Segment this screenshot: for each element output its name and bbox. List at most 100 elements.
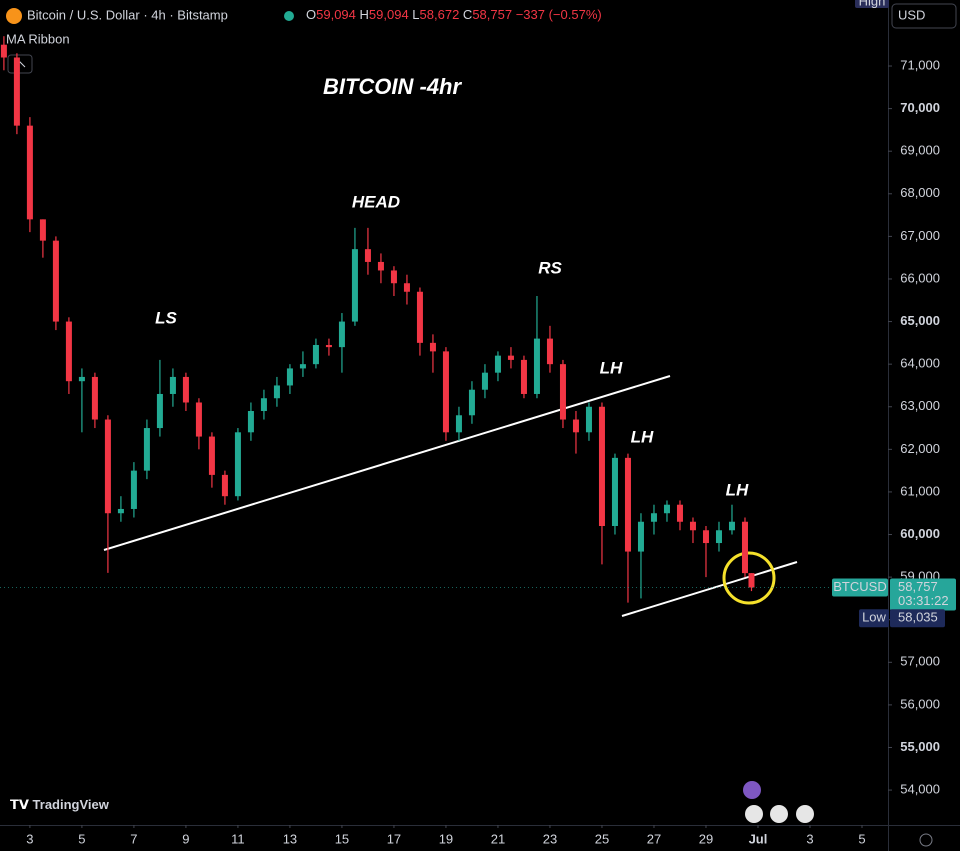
candle-body xyxy=(403,283,410,292)
candle-body xyxy=(507,355,514,360)
candle-body xyxy=(117,508,124,514)
symbol-tag-text: BTCUSD xyxy=(833,579,886,594)
currency-select[interactable] xyxy=(891,3,957,29)
annotation: RS xyxy=(538,258,562,277)
l-label: L xyxy=(412,7,419,22)
brand: 𝗧𝗩 TradingView xyxy=(10,797,110,812)
candle-body xyxy=(748,573,755,588)
indicator[interactable]: MA Ribbon xyxy=(6,31,70,46)
y-tick-label: 66,000 xyxy=(900,270,940,285)
x-tick-label: 17 xyxy=(387,831,401,846)
high-tag xyxy=(855,0,889,8)
candle-body xyxy=(104,419,111,514)
candle-body xyxy=(546,338,553,365)
ohlc: O59,094 H59,094 L58,672 C58,757 −337 (−0… xyxy=(306,7,602,22)
y-tick-label: 70,000 xyxy=(900,100,940,115)
candle-body xyxy=(728,521,735,531)
candle-body xyxy=(351,249,358,322)
candle-body xyxy=(520,359,527,394)
brand-logo: 𝗧𝗩 xyxy=(10,797,33,812)
candle-body xyxy=(494,355,501,373)
collapse-button[interactable] xyxy=(7,54,33,74)
y-tick-label: 55,000 xyxy=(900,739,940,754)
y-tick-label: 57,000 xyxy=(900,654,940,669)
annotation: LH xyxy=(600,358,623,377)
candle-body xyxy=(442,351,449,433)
candle-body xyxy=(741,521,748,574)
x-tick-label: 23 xyxy=(543,831,557,846)
candle-body xyxy=(533,338,540,394)
currency: USD xyxy=(898,7,925,22)
event-icon xyxy=(743,781,761,799)
annotation: LS xyxy=(155,308,177,327)
c-value: 58,757 xyxy=(472,7,512,22)
candle-body xyxy=(247,411,254,433)
candle-body xyxy=(182,376,189,403)
h-label: H xyxy=(360,7,369,22)
candle-body xyxy=(598,406,605,527)
candle-body xyxy=(260,398,267,412)
candle-body xyxy=(585,406,592,433)
low-tag xyxy=(859,609,889,628)
x-tick-label: 15 xyxy=(335,831,349,846)
candle-body xyxy=(338,321,345,348)
candle-body xyxy=(234,432,241,497)
candle-body xyxy=(13,57,20,126)
candle-body xyxy=(689,521,696,531)
candle-body xyxy=(455,415,462,433)
x-tick-label: 3 xyxy=(806,831,813,846)
y-tick-label: 60,000 xyxy=(900,526,940,541)
candle-body xyxy=(221,474,228,497)
x-tick-label: 5 xyxy=(858,831,865,846)
candle-body xyxy=(676,504,683,522)
y-tick-label: 54,000 xyxy=(900,782,940,797)
y-tick-label: 69,000 xyxy=(900,143,940,158)
candle-body xyxy=(195,402,202,437)
y-tick-label: 63,000 xyxy=(900,398,940,413)
c-label: C xyxy=(463,7,472,22)
candle-body xyxy=(130,470,137,509)
candle-body xyxy=(143,428,150,471)
candle-body xyxy=(377,261,384,271)
symbol-title: Bitcoin / U.S. Dollar · 4h · Bitstamp xyxy=(27,7,228,22)
candle-body xyxy=(65,321,72,382)
l-value: 58,672 xyxy=(420,7,460,22)
candle-body xyxy=(52,240,59,322)
high-tag-text: High xyxy=(859,0,886,8)
y-tick-label: 67,000 xyxy=(900,228,940,243)
o-label: O xyxy=(306,7,316,22)
candle-body xyxy=(364,249,371,262)
price-tag-text: 58,757 xyxy=(898,579,938,594)
x-tick-label: 29 xyxy=(699,831,713,846)
candle-body xyxy=(312,344,319,365)
neckline xyxy=(103,375,671,551)
annotation: LH xyxy=(631,427,654,446)
symbol-tag xyxy=(832,578,888,597)
x-tick-label: 25 xyxy=(595,831,609,846)
candle-body xyxy=(0,44,7,58)
candle-body xyxy=(273,385,280,399)
candle-body xyxy=(390,270,397,284)
x-tick-label: 19 xyxy=(439,831,453,846)
countdown: 03:31:22 xyxy=(898,593,949,608)
candle-body xyxy=(715,530,722,544)
x-tick-label: 11 xyxy=(231,831,245,846)
x-tick-label: Jul xyxy=(749,831,768,846)
candle-body xyxy=(572,419,579,433)
x-tick-label: 21 xyxy=(491,831,505,846)
candle-body xyxy=(286,368,293,386)
low-tag-text: Low xyxy=(862,610,886,625)
highlight-circle xyxy=(722,551,776,605)
candle-body xyxy=(559,364,566,420)
candle-body xyxy=(650,513,657,522)
h-value: 59,094 xyxy=(369,7,409,22)
candle-body xyxy=(208,436,215,475)
settings-icon[interactable] xyxy=(919,833,933,847)
y-tick-label: 71,000 xyxy=(900,57,940,72)
candle-body xyxy=(78,376,85,382)
annotation: LH xyxy=(726,480,749,499)
x-tick-label: 27 xyxy=(647,831,661,846)
